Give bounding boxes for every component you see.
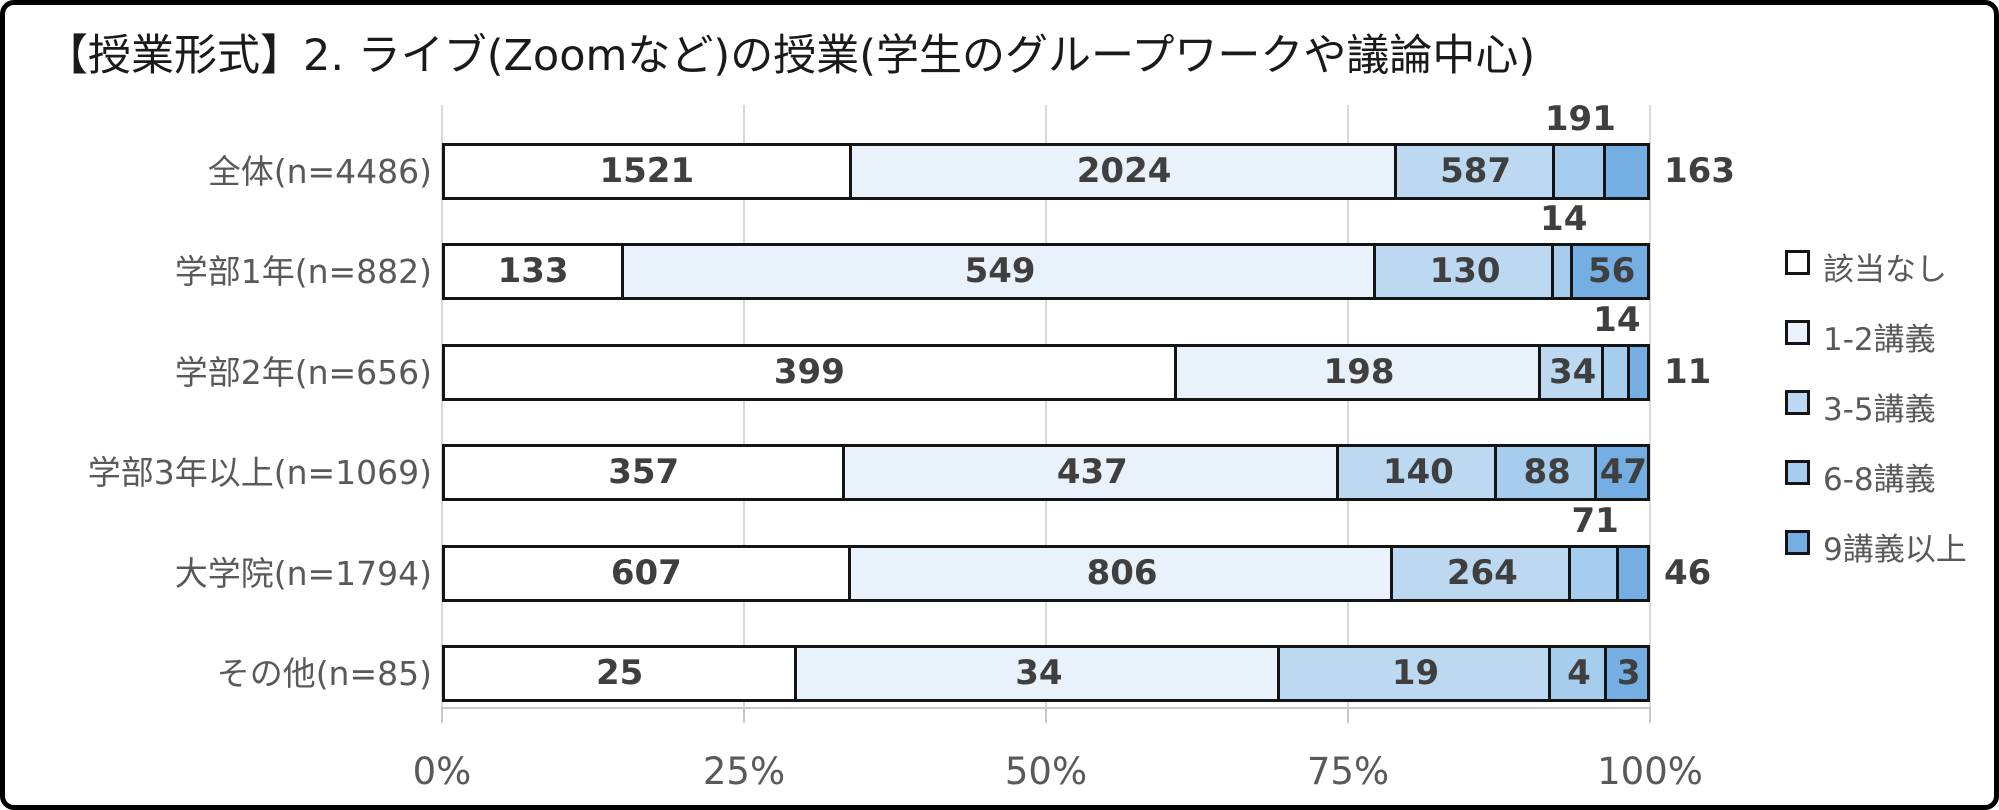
legend-label: 1-2講義 [1823, 322, 1936, 358]
data-label: 437 [1056, 452, 1128, 493]
bar-segment [1629, 343, 1650, 401]
x-axis-label: 75% [1306, 750, 1390, 793]
x-axis-tick [743, 707, 745, 723]
bar-segment [1554, 243, 1574, 301]
data-label: 399 [773, 351, 845, 392]
data-label: 3 [1616, 653, 1641, 693]
bar-row: 133 549 130 56 [442, 243, 1650, 301]
bar-segment [442, 343, 1177, 401]
data-label: 587 [1440, 151, 1512, 191]
x-axis-label: 0% [412, 750, 472, 793]
x-axis-tick [1045, 707, 1047, 723]
data-label: 133 [497, 251, 569, 292]
legend-swatch-icon [1785, 250, 1810, 275]
bar-segment [1550, 645, 1608, 702]
legend-label: 9講義以上 [1823, 532, 1967, 568]
data-label-outside: 163 [1664, 151, 1735, 191]
x-axis-label: 50% [1004, 750, 1088, 793]
bar-segment [442, 243, 625, 301]
data-label-above: 14 [1593, 299, 1641, 340]
bar-segment [1376, 243, 1555, 301]
data-label-above: 71 [1571, 500, 1619, 541]
legend-label: 6-8講義 [1823, 462, 1936, 498]
bar-segment [442, 444, 846, 502]
category-label: 学部3年以上(n=1069) [87, 453, 432, 493]
x-axis-tick [1649, 707, 1651, 723]
category-label: 学部2年(n=656) [174, 352, 432, 392]
bar-row: 607 806 264 [442, 544, 1650, 602]
bar-segment [1607, 645, 1650, 702]
chart-title: 【授業形式】2. ライブ(Zoomなど)の授業(学生のグループワークや議論中心) [45, 31, 1536, 81]
data-label-above: 14 [1540, 199, 1588, 240]
bar-segment [797, 645, 1281, 702]
bar-segment [845, 444, 1340, 502]
bar-segment [851, 143, 1397, 200]
legend-swatch-icon [1785, 460, 1810, 485]
data-label: 198 [1323, 351, 1395, 392]
gridline [1347, 105, 1349, 707]
legend-swatch-icon [1785, 320, 1810, 345]
legend-label: 3-5講義 [1823, 392, 1936, 428]
gridline [441, 105, 443, 707]
bar-segment [442, 544, 851, 602]
gridline [743, 105, 745, 707]
bar-row: 399 198 34 [442, 343, 1650, 401]
bar-row: 1521 2024 587 [442, 143, 1650, 200]
bar-segment [1596, 444, 1650, 502]
bar-segment [624, 243, 1377, 301]
data-label-above: 191 [1544, 99, 1616, 139]
data-label: 806 [1086, 552, 1158, 593]
gridline [1045, 105, 1047, 707]
bar-segment [1339, 444, 1498, 502]
bar-segment [1396, 143, 1555, 200]
bar-segment [1554, 143, 1607, 200]
category-label: 大学院(n=1794) [174, 553, 432, 593]
data-label: 140 [1382, 452, 1454, 493]
bar-segment [442, 143, 852, 200]
category-label: 全体(n=4486) [207, 152, 432, 191]
x-axis-tick [1347, 707, 1349, 723]
bar-segment [1573, 243, 1650, 301]
data-label: 607 [610, 552, 682, 593]
bar-segment [1606, 143, 1650, 200]
bar-row: 357 437 140 88 47 [442, 444, 1650, 502]
data-label: 56 [1587, 251, 1636, 292]
legend-swatch-icon [1785, 390, 1810, 415]
category-label: 学部1年(n=882) [174, 252, 432, 292]
bar-segment [1393, 544, 1572, 602]
data-label: 34 [1015, 653, 1063, 693]
data-label: 357 [608, 452, 680, 493]
data-label-outside: 11 [1664, 351, 1712, 392]
data-label: 2024 [1076, 151, 1172, 191]
bar-segment [1541, 343, 1604, 401]
data-label: 4 [1567, 653, 1591, 693]
category-label: その他(n=85) [216, 654, 432, 693]
data-label: 264 [1446, 552, 1518, 593]
bar-segment [1619, 544, 1650, 602]
data-label: 88 [1523, 452, 1571, 493]
data-label: 1521 [599, 151, 695, 191]
bar-segment [1603, 343, 1630, 401]
data-label: 130 [1429, 251, 1501, 292]
data-label-outside: 46 [1664, 552, 1712, 593]
x-axis-label: 100% [1597, 750, 1703, 793]
bar-segment [1280, 645, 1551, 702]
bar-segment [1497, 444, 1597, 502]
bar-segment [1176, 343, 1542, 401]
bar-segment [442, 645, 798, 702]
data-label: 25 [595, 653, 644, 693]
x-axis-label: 25% [702, 750, 786, 793]
data-label: 34 [1548, 351, 1597, 392]
gridline [1649, 105, 1651, 707]
bar-row: 25 34 19 4 3 [442, 645, 1650, 702]
legend-swatch-icon [1785, 530, 1810, 555]
data-label: 19 [1391, 653, 1440, 693]
legend-label: 該当なし [1823, 252, 1947, 288]
bar-segment [1571, 544, 1619, 602]
data-label: 549 [964, 251, 1036, 292]
x-axis-tick [441, 707, 443, 723]
bar-segment [850, 544, 1394, 602]
data-label: 47 [1599, 452, 1648, 493]
